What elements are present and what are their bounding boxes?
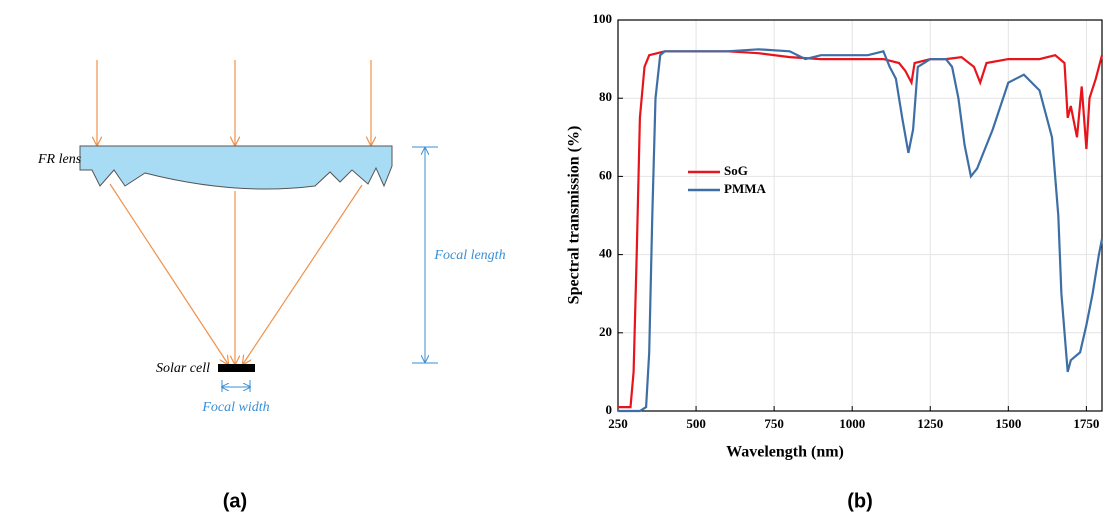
panel-label: (b) xyxy=(847,490,873,512)
x-axis-label: Wavelength (nm) xyxy=(726,444,844,461)
x-tick-label: 1000 xyxy=(839,416,865,431)
lens xyxy=(79,145,393,190)
diagram: FR lens Solar cell Focal length Focal wi… xyxy=(37,60,506,415)
x-tick-label: 1500 xyxy=(995,416,1021,431)
solar-cell xyxy=(218,364,255,372)
legend-label: PMMA xyxy=(724,181,766,196)
x-tick-label: 1750 xyxy=(1073,416,1099,431)
plot-frame xyxy=(617,19,1103,412)
dimension-lines xyxy=(222,146,438,392)
y-tick-label: 80 xyxy=(599,89,612,104)
series-line xyxy=(618,48,1103,413)
x-tick-label: 750 xyxy=(764,416,784,431)
y-tick-label: 100 xyxy=(593,11,613,26)
y-tick-label: 40 xyxy=(599,246,612,261)
legend-label: SoG xyxy=(724,163,748,178)
y-axis-label: Spectral transmission (%) xyxy=(566,126,583,305)
y-tick-label: 0 xyxy=(606,402,613,417)
y-tick-label: 60 xyxy=(599,167,612,182)
x-tick-label: 1250 xyxy=(917,416,943,431)
cell-label: Solar cell xyxy=(156,361,210,376)
x-tick-label: 500 xyxy=(686,416,706,431)
y-tick-label: 20 xyxy=(599,324,612,339)
x-tick-label: 250 xyxy=(608,416,628,431)
width-label: Focal width xyxy=(201,400,269,415)
series-line xyxy=(618,50,1103,409)
rays xyxy=(97,60,371,364)
panel-label: (a) xyxy=(223,490,247,512)
length-label: Focal length xyxy=(433,248,505,263)
lens-label: FR lens xyxy=(37,152,82,167)
